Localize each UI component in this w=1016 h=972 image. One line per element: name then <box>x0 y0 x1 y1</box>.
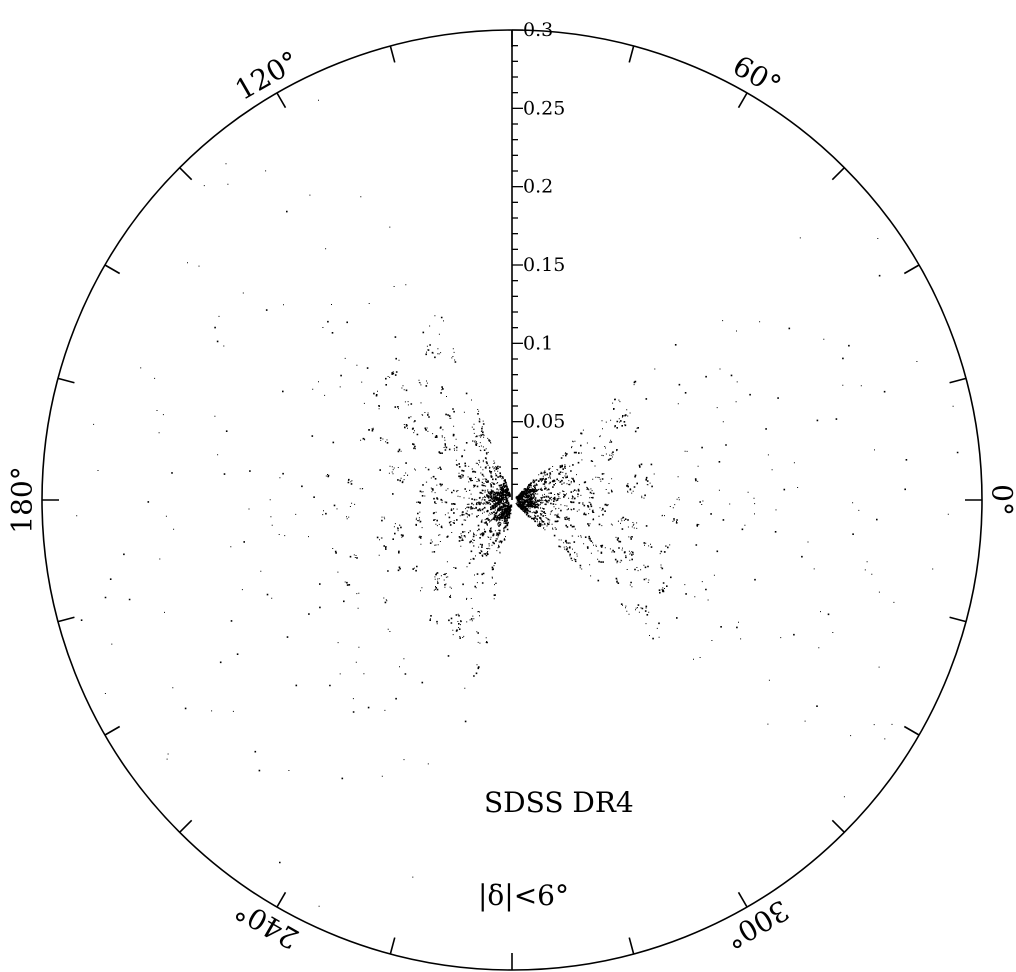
angular-tick <box>57 616 75 623</box>
declination-range-label: |δ|<6° <box>478 879 569 912</box>
redshift-tick-label: 0.1 <box>523 332 553 354</box>
angle-label: 180° <box>6 466 39 533</box>
angular-tick <box>179 167 193 181</box>
angular-tick <box>628 45 635 63</box>
angular-tick <box>903 725 920 736</box>
angular-tick <box>57 377 75 384</box>
angular-tick <box>104 725 121 736</box>
angle-label: 240° <box>230 893 305 955</box>
angle-label: 120° <box>230 44 305 106</box>
angular-tick <box>831 167 845 181</box>
angle-label: 0° <box>986 484 1016 516</box>
angle-label: 300° <box>720 893 795 955</box>
angular-tick <box>628 937 635 955</box>
angular-tick <box>276 891 287 908</box>
redshift-tick-label: 0.15 <box>523 254 565 276</box>
angular-tick <box>389 937 396 955</box>
redshift-tick-label: 0.25 <box>523 97 565 119</box>
angular-ticks <box>42 30 982 970</box>
survey-title: SDSS DR4 <box>484 786 634 819</box>
angular-tick <box>179 819 193 833</box>
redshift-tick-label: 0.3 <box>523 19 553 41</box>
angular-tick <box>949 377 967 384</box>
angular-tick <box>949 616 967 623</box>
redshift-tick-label: 0.05 <box>523 411 565 433</box>
angle-label: 60° <box>727 49 786 102</box>
angular-tick <box>276 92 287 109</box>
redshift-tick-label: 0.2 <box>523 176 553 198</box>
angular-tick <box>389 45 396 63</box>
redshift-axis: 0.05 0.1 0.15 0.2 0.25 0.3 <box>511 19 565 500</box>
angular-tick <box>903 264 920 275</box>
angular-tick <box>737 92 748 109</box>
angular-tick <box>737 891 748 908</box>
angular-tick <box>104 264 121 275</box>
angular-tick <box>831 819 845 833</box>
